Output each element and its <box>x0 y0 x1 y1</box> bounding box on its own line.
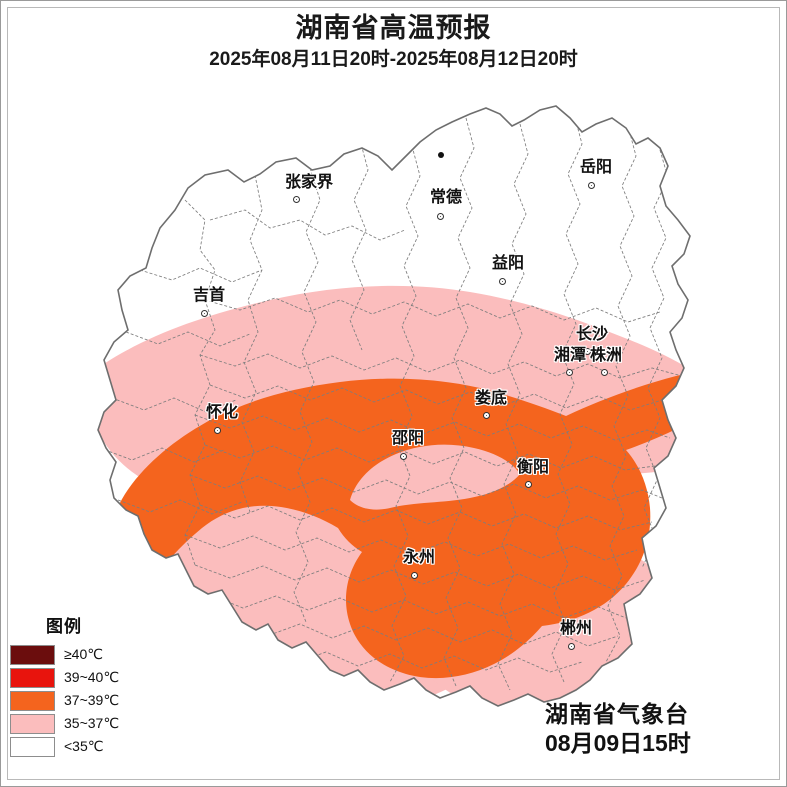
city-label-hengyang: 衡阳 <box>517 459 550 476</box>
city-label-yongzhou: 永州 <box>403 549 436 566</box>
legend-row-35-37: 35~37℃ <box>10 712 160 735</box>
city-dot-hengyang <box>525 481 532 488</box>
city-dot-huaihua <box>214 427 221 434</box>
city-label-xiangtan: 湘潭 <box>554 347 587 364</box>
city-dot-changde <box>437 213 444 220</box>
legend-swatch-35-37 <box>10 713 55 734</box>
city-dot-changsha <box>584 348 591 355</box>
province-outline <box>97 105 691 707</box>
city-label-zhangjiajie: 张家界 <box>285 174 334 191</box>
map-point-marker <box>438 152 444 158</box>
city-label-loudi: 娄底 <box>475 390 508 407</box>
issuer-name: 湖南省气象台 <box>545 701 689 727</box>
hunan-temperature-map <box>97 105 691 707</box>
city-label-jishou: 吉首 <box>193 287 226 304</box>
legend-label-39-40: 39~40℃ <box>64 669 120 685</box>
city-label-zhuzhou: 株洲 <box>590 347 623 364</box>
county-boundaries <box>99 113 683 706</box>
city-label-huaihua: 怀化 <box>206 404 239 421</box>
city-label-chenzhou: 郴州 <box>560 620 593 637</box>
legend-swatch-ge40 <box>10 644 55 665</box>
city-dot-loudi <box>483 412 490 419</box>
city-dot-yiyang <box>499 278 506 285</box>
city-dot-yueyang <box>588 182 595 189</box>
city-dot-chenzhou <box>568 643 575 650</box>
legend-label-35-37: 35~37℃ <box>64 715 120 731</box>
city-label-shaoyang: 邵阳 <box>392 430 425 447</box>
city-dot-zhuzhou <box>601 369 608 376</box>
city-label-yiyang: 益阳 <box>492 255 525 272</box>
legend-swatch-37-39 <box>10 690 55 711</box>
forecast-period: 2025年08月11日20时-2025年08月12日20时 <box>209 49 578 70</box>
legend-label-ge40: ≥40℃ <box>64 646 103 662</box>
city-label-yueyang: 岳阳 <box>580 159 613 176</box>
issuer-block: 湖南省气象台 08月09日15时 <box>545 700 765 758</box>
city-dot-jishou <box>201 310 208 317</box>
city-dot-xiangtan <box>566 369 573 376</box>
legend-row-lt35: <35℃ <box>10 735 160 758</box>
legend-label-37-39: 37~39℃ <box>64 692 120 708</box>
band-37-39-area <box>108 369 690 679</box>
legend-row-39-40: 39~40℃ <box>10 666 160 689</box>
city-label-changde: 常德 <box>430 189 463 206</box>
legend-label-lt35: <35℃ <box>64 738 104 754</box>
legend-swatch-lt35 <box>10 736 55 757</box>
legend-row-37-39: 37~39℃ <box>10 689 160 712</box>
city-dot-yongzhou <box>411 572 418 579</box>
page-title: 湖南省高温预报 <box>295 13 492 43</box>
issuer-time: 08月09日15时 <box>545 729 691 756</box>
legend-row-ge40: ≥40℃ <box>10 643 160 666</box>
legend-swatch-39-40 <box>10 667 55 688</box>
city-label-changsha: 长沙 <box>576 326 609 343</box>
legend: 图例 ≥40℃ 39~40℃ 37~39℃ 35~37℃ <35℃ <box>10 612 160 758</box>
city-dot-zhangjiajie <box>293 196 300 203</box>
city-dot-shaoyang <box>400 453 407 460</box>
legend-title: 图例 <box>46 617 82 636</box>
